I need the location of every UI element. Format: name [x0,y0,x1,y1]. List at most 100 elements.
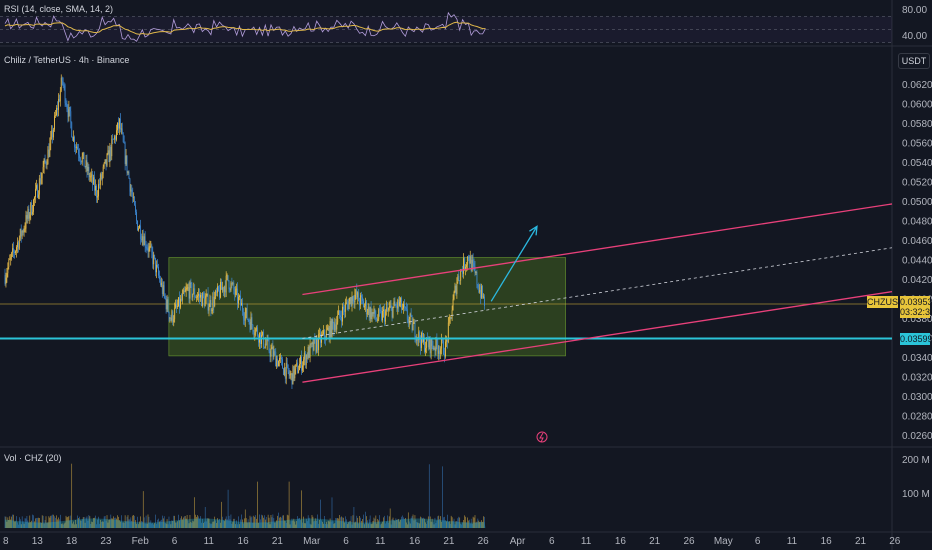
candle-body [50,136,52,144]
candle-body [332,319,334,324]
candle-body [77,146,78,150]
candle-body [145,246,147,248]
candle-body [291,373,293,385]
currency-button[interactable]: USDT [898,53,930,69]
candle-body [377,319,379,321]
candle-body [214,296,216,307]
candle-body [164,294,166,299]
candle-body [242,311,244,319]
candle-body [194,288,196,298]
candle-body [125,155,127,164]
time-tick-label: Feb [132,536,150,547]
time-tick-label: 11 [204,536,215,547]
candle-body [443,340,444,355]
candle-body [41,172,43,179]
candle-body [26,215,28,219]
candle-body [60,77,62,91]
candle-body [435,337,437,352]
candle-body [70,111,72,123]
candle-body [299,364,300,371]
candle-body [78,154,80,159]
candle-body [205,295,207,299]
candle-body [308,347,310,358]
candle-body [247,319,249,320]
time-tick-label: 23 [100,536,112,547]
candle-body [441,339,443,349]
candle-body [159,275,160,280]
candle-body [141,236,143,241]
candle-body [456,281,458,294]
candle-body [199,294,200,298]
candle-body [140,238,142,241]
candle-body [388,307,390,311]
candle-body [200,294,202,307]
rsi-header: RSI (14, close, SMA, 14, 2) [4,4,114,14]
candle-body [160,282,162,286]
candle-body [88,166,90,178]
candle-body [74,136,75,148]
last-price-tag: 0.03953 [900,296,932,308]
candle-body [10,257,12,260]
candle-body [411,315,413,331]
candle-body [408,318,410,323]
candle-body [273,351,275,357]
candle-body [110,147,112,157]
candle-body [162,285,164,294]
candle-body [468,259,470,264]
candle-body [331,319,333,337]
candle-body [121,128,123,134]
rsi-tick-label: 80.00 [902,5,927,16]
candle-body [338,310,340,315]
candle-body [55,115,56,116]
candle-body [57,99,59,110]
candle-body [147,248,149,252]
candle-body [183,289,185,293]
candle-body [221,287,223,290]
candle-body [28,208,30,219]
candle-body [445,341,446,357]
candle-body [364,305,365,308]
candle-body [386,307,388,311]
candle-body [181,293,183,301]
candle-body [203,296,205,307]
candle-body [132,194,134,198]
candle-body [419,331,421,341]
candle-body [322,334,323,335]
candle-body [430,339,432,354]
candle-body [356,290,358,298]
candle-body [58,99,60,102]
time-tick-label: 6 [343,536,349,547]
candle-body [195,297,197,298]
candle-body [395,305,397,307]
candle-body [477,284,479,288]
candle-body [427,341,429,348]
candle-body [154,254,156,258]
candle-body [213,296,215,307]
candle-body [368,306,370,318]
candle-body [423,338,424,342]
candle-body [67,109,69,117]
candle-body [64,85,66,104]
candle-body [39,178,41,184]
candle-body [152,252,154,265]
candle-body [429,337,431,354]
candle-body [471,259,473,271]
candle-body [115,136,116,140]
candle-body [217,286,218,293]
time-tick-label: 6 [755,536,761,547]
candle-body [391,306,393,318]
candle-body [470,256,472,271]
candle-body [480,290,482,298]
candle-body [284,367,286,379]
candle-body [283,367,285,375]
candle-body [128,171,130,179]
candle-body [150,245,152,247]
candle-body [184,291,186,293]
candle-body [354,294,356,303]
price-tick-label: 0.02600 [902,431,932,442]
candle-body [78,149,79,155]
candle-body [304,352,306,365]
